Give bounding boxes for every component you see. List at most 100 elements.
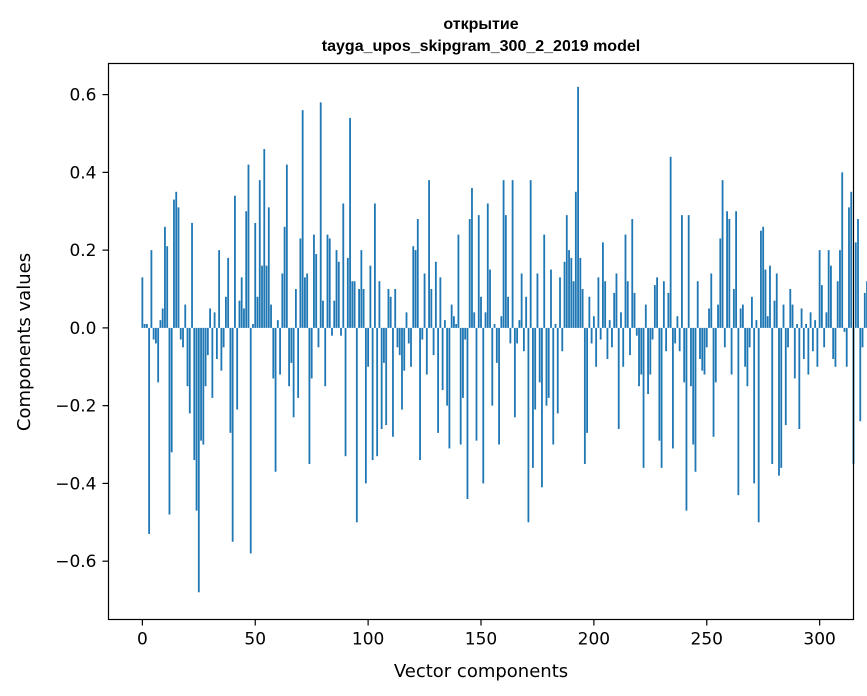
bar	[701, 327, 704, 371]
bar	[288, 327, 291, 387]
bar	[206, 327, 209, 356]
bar	[425, 327, 428, 375]
x-axis-label: Vector components	[394, 661, 568, 682]
bar	[274, 327, 277, 472]
bar	[861, 327, 864, 348]
bar	[811, 327, 814, 352]
bar	[141, 277, 144, 328]
bar	[342, 203, 345, 328]
bar	[170, 327, 173, 453]
bar	[346, 257, 349, 328]
bar	[204, 327, 207, 387]
bar	[656, 277, 658, 328]
bar	[468, 219, 471, 328]
bar	[755, 320, 758, 328]
bar	[392, 327, 394, 437]
bar	[850, 191, 853, 328]
bar	[358, 289, 360, 328]
chart-title: открытие	[443, 16, 518, 33]
bar	[351, 281, 354, 328]
bar	[378, 281, 381, 328]
bar	[385, 327, 388, 426]
bar	[550, 269, 552, 328]
bar	[493, 324, 496, 328]
bar	[471, 187, 473, 328]
bar	[559, 277, 561, 328]
bar	[854, 242, 857, 328]
bar	[687, 215, 690, 328]
bar	[322, 300, 324, 328]
bar	[667, 292, 670, 328]
bar	[766, 316, 769, 328]
bar	[805, 324, 807, 328]
bar	[328, 238, 331, 328]
bar	[263, 149, 266, 328]
bar	[728, 219, 731, 328]
bar	[692, 327, 695, 445]
bar	[597, 277, 600, 328]
bar	[748, 327, 751, 348]
bar	[249, 327, 252, 554]
bar	[769, 265, 771, 328]
bar	[807, 327, 810, 375]
bar	[818, 250, 821, 328]
bar	[484, 312, 487, 328]
bar	[572, 281, 575, 328]
bar	[784, 327, 787, 426]
bar	[247, 164, 250, 328]
bar	[525, 296, 528, 328]
bar	[685, 327, 688, 511]
bar	[362, 289, 365, 328]
bar	[403, 327, 406, 371]
bar	[626, 281, 629, 328]
x-tick-label: 100	[352, 630, 384, 650]
bar	[543, 234, 546, 328]
bar	[416, 219, 419, 328]
bar	[313, 234, 315, 328]
bar	[762, 226, 765, 328]
y-tick-label: −0.2	[55, 397, 96, 417]
bar	[502, 180, 505, 328]
bar	[583, 327, 586, 464]
bar	[710, 273, 713, 328]
x-axis-ticks: 0 50 100 150 200 250 300	[137, 619, 836, 650]
bar	[751, 296, 753, 328]
bar	[234, 195, 236, 328]
bar	[635, 327, 638, 336]
bar	[355, 327, 358, 523]
bar	[644, 304, 647, 328]
bar	[195, 327, 198, 511]
bar	[243, 308, 245, 328]
bar	[317, 327, 320, 348]
bar	[678, 327, 681, 352]
bar	[200, 327, 202, 441]
bar	[450, 304, 453, 328]
bar	[177, 207, 180, 328]
bar	[764, 269, 767, 328]
bar	[556, 327, 559, 414]
bar	[414, 250, 417, 328]
bar	[319, 102, 322, 328]
x-tick-label: 0	[137, 630, 148, 650]
bar	[863, 292, 866, 328]
bar	[495, 327, 498, 363]
bar	[683, 327, 686, 383]
bar	[780, 327, 783, 468]
bar	[222, 327, 225, 348]
bar	[161, 308, 164, 328]
bar	[349, 117, 351, 328]
bar	[554, 324, 557, 328]
bar	[732, 289, 735, 328]
bar	[798, 327, 801, 429]
bar	[231, 327, 234, 542]
bar	[538, 327, 541, 383]
bar	[676, 316, 679, 328]
bar	[229, 327, 232, 433]
bar	[690, 327, 692, 387]
bar	[586, 327, 589, 433]
bar	[511, 180, 514, 328]
bar	[507, 296, 509, 328]
bar	[477, 215, 480, 328]
bar	[674, 327, 677, 344]
